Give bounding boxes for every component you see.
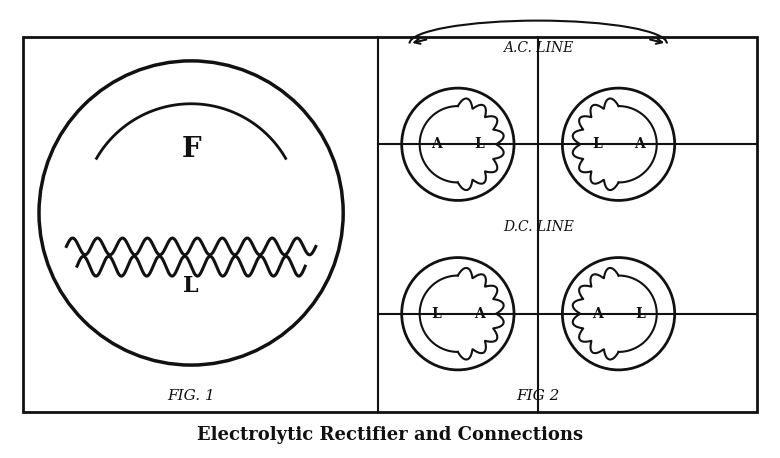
Text: FIG 2: FIG 2 <box>516 389 560 403</box>
Bar <box>23 37 757 412</box>
Text: A: A <box>592 307 603 321</box>
Text: FIG. 1: FIG. 1 <box>167 389 215 403</box>
Text: L: L <box>635 307 645 321</box>
Text: L: L <box>183 275 199 297</box>
Text: A: A <box>431 137 442 151</box>
Text: A: A <box>473 307 484 321</box>
Text: A: A <box>634 137 645 151</box>
Text: A.C. LINE: A.C. LINE <box>503 41 573 55</box>
Text: L: L <box>431 307 441 321</box>
Text: Electrolytic Rectifier and Connections: Electrolytic Rectifier and Connections <box>197 426 583 444</box>
Text: D.C. LINE: D.C. LINE <box>503 220 573 234</box>
Text: L: L <box>592 137 602 151</box>
Text: F: F <box>181 136 201 163</box>
Text: L: L <box>474 137 484 151</box>
